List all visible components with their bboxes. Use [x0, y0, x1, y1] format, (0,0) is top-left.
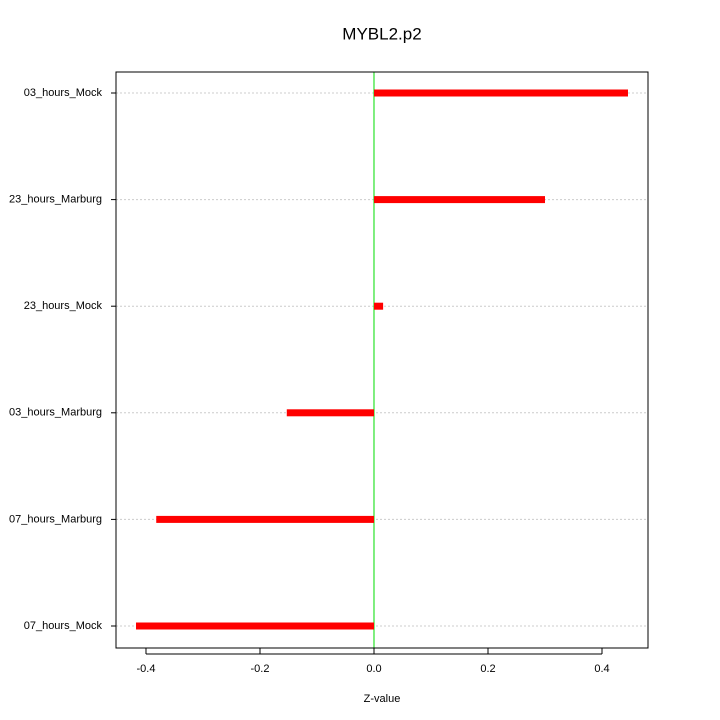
y-tick-label: 03_hours_Marburg — [9, 407, 102, 419]
y-tick-label: 07_hours_Mock — [24, 620, 103, 632]
bar — [373, 302, 384, 310]
bar — [373, 196, 545, 204]
bar — [286, 409, 374, 417]
bar — [136, 622, 374, 630]
chart-title: MYBL2.p2 — [342, 24, 421, 43]
y-tick-label: 07_hours_Marburg — [9, 513, 102, 525]
y-tick-label: 23_hours_Marburg — [9, 194, 102, 206]
bar — [156, 515, 374, 523]
x-tick-label: -0.2 — [251, 663, 270, 675]
y-tick-label: 03_hours_Mock — [24, 87, 103, 99]
x-tick-label: 0.4 — [594, 663, 609, 675]
x-axis-label: Z-value — [364, 693, 401, 705]
plot-frame — [115, 71, 649, 649]
y-tick-label: 23_hours_Mock — [24, 300, 103, 312]
x-tick-label: 0.2 — [480, 663, 495, 675]
bar — [373, 89, 628, 97]
x-tick-label: -0.4 — [136, 663, 155, 675]
x-tick-label: 0.0 — [366, 663, 381, 675]
